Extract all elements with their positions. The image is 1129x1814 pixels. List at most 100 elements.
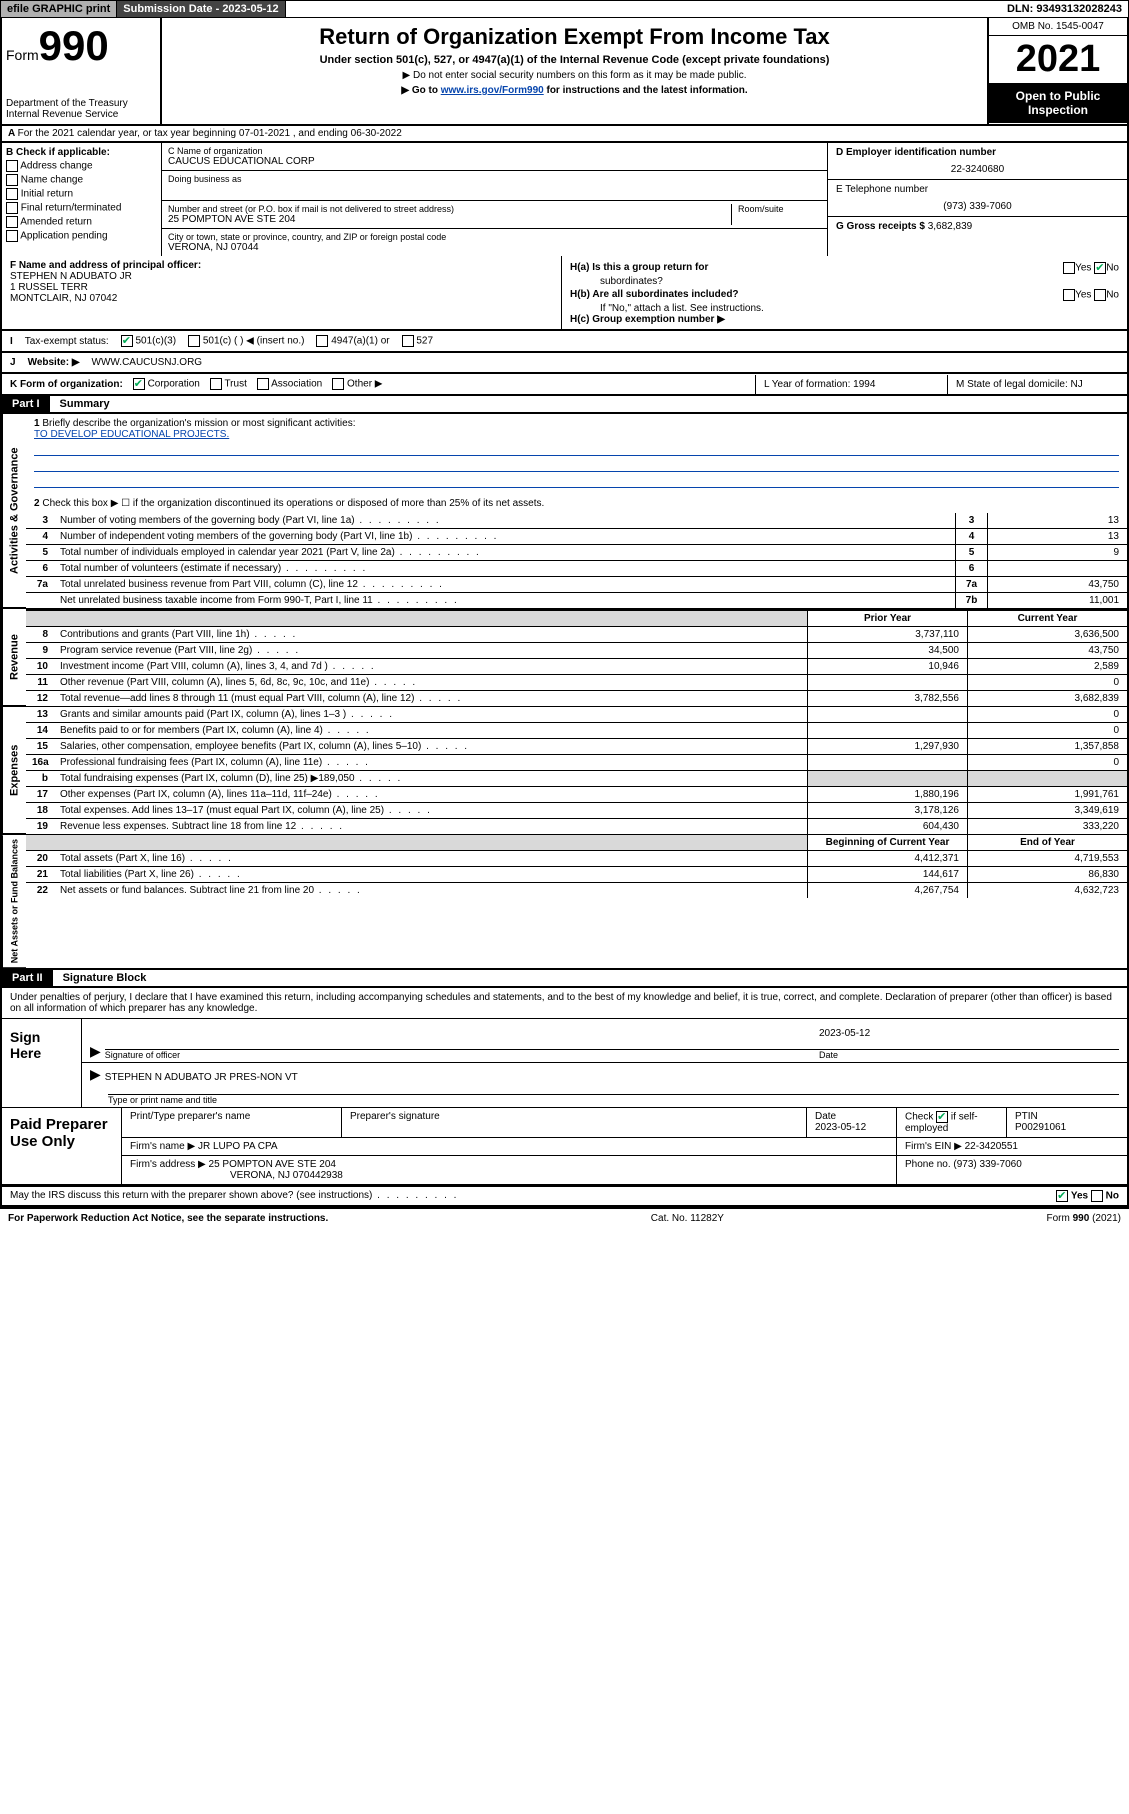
row-k: K Form of organization: Corporation Trus…: [0, 374, 1129, 396]
preparer-section: Paid Preparer Use Only Print/Type prepar…: [2, 1107, 1127, 1184]
table-row: 15 Salaries, other compensation, employe…: [26, 739, 1127, 755]
table-row: 14 Benefits paid to or for members (Part…: [26, 723, 1127, 739]
form-number: Form990: [6, 22, 156, 70]
chk-address[interactable]: Address change: [6, 160, 157, 172]
vtab-expenses: Expenses: [2, 707, 26, 834]
prep-sig-label: Preparer's signature: [342, 1108, 807, 1137]
name-title-label: Type or print name and title: [108, 1094, 1119, 1105]
ha-no[interactable]: [1094, 262, 1106, 274]
table-row: 4 Number of independent voting members o…: [26, 529, 1127, 545]
q2: Check this box ▶ ☐ if the organization d…: [42, 498, 544, 509]
table-row: 19 Revenue less expenses. Subtract line …: [26, 819, 1127, 834]
cy-header: Current Year: [967, 611, 1127, 626]
city: VERONA, NJ 07044: [168, 242, 821, 253]
form-subtitle: Under section 501(c), 527, or 4947(a)(1)…: [172, 54, 977, 66]
firm-addr2: VERONA, NJ 070442938: [230, 1170, 343, 1181]
b-header: B Check if applicable:: [6, 147, 157, 158]
k-label: K Form of organization:: [10, 379, 123, 390]
chk-initial[interactable]: Initial return: [6, 188, 157, 200]
part1-badge: Part I: [2, 396, 50, 412]
ey-header: End of Year: [967, 835, 1127, 850]
table-row: 13 Grants and similar amounts paid (Part…: [26, 707, 1127, 723]
tel-label: E Telephone number: [836, 184, 1119, 195]
vtab-governance: Activities & Governance: [2, 414, 26, 608]
part1-header: Part ISummary: [0, 396, 1129, 414]
org-name-label: C Name of organization: [168, 146, 821, 156]
ein: 22-3240680: [836, 164, 1119, 175]
col-b: B Check if applicable: Address change Na…: [2, 143, 162, 256]
table-row: 17 Other expenses (Part IX, column (A), …: [26, 787, 1127, 803]
signature-section: Under penalties of perjury, I declare th…: [0, 988, 1129, 1186]
open-inspection: Open to Public Inspection: [989, 83, 1127, 123]
gross-label: G Gross receipts $: [836, 221, 928, 232]
org-name: CAUCUS EDUCATIONAL CORP: [168, 156, 821, 167]
row-f-h: F Name and address of principal officer:…: [0, 256, 1129, 331]
vtab-revenue: Revenue: [2, 609, 26, 706]
part2-header: Part IISignature Block: [0, 970, 1129, 988]
room-label: Room/suite: [738, 204, 821, 214]
form-title: Return of Organization Exempt From Incom…: [172, 24, 977, 50]
sig-date-label: Date: [819, 1049, 1119, 1060]
top-bar: efile GRAPHIC print Submission Date - 20…: [0, 0, 1129, 18]
chk-corp[interactable]: [133, 378, 145, 390]
ein-label: D Employer identification number: [836, 147, 1119, 158]
may-yes[interactable]: [1056, 1190, 1068, 1202]
governance-section: Activities & Governance 1 Briefly descri…: [0, 414, 1129, 608]
f-label: F Name and address of principal officer:: [10, 260, 553, 271]
hb-label: H(b) Are all subordinates included?: [570, 289, 739, 300]
irs-link[interactable]: www.irs.gov/Form990: [441, 85, 544, 96]
omb-label: OMB No. 1545-0047: [989, 18, 1127, 36]
sig-date: 2023-05-12: [819, 1028, 1119, 1039]
may-discuss: May the IRS discuss this return with the…: [0, 1186, 1129, 1207]
paid-preparer: Paid Preparer Use Only: [2, 1108, 122, 1184]
chk-self-employed[interactable]: [936, 1111, 948, 1123]
hc-label: H(c) Group exemption number ▶: [570, 314, 725, 325]
addr: 25 POMPTON AVE STE 204: [168, 214, 731, 225]
city-label: City or town, state or province, country…: [168, 232, 821, 242]
table-row: 16a Professional fundraising fees (Part …: [26, 755, 1127, 771]
dept-label: Department of the TreasuryInternal Reven…: [6, 98, 156, 120]
year-formation: L Year of formation: 1994: [755, 375, 935, 394]
row-j: JWebsite: ▶ WWW.CAUCUSNJ.ORG: [0, 353, 1129, 374]
sig-officer-label: Signature of officer: [105, 1049, 819, 1060]
firm-phone: (973) 339-7060: [953, 1159, 1021, 1170]
vtab-net: Net Assets or Fund Balances: [2, 835, 26, 968]
part2-title: Signature Block: [53, 970, 157, 986]
j-label: Website: ▶: [28, 357, 80, 368]
submission-date-button[interactable]: Submission Date - 2023-05-12: [117, 1, 285, 17]
tel: (973) 339-7060: [836, 201, 1119, 212]
note-1: ▶ Do not enter social security numbers o…: [172, 70, 977, 81]
chk-amended[interactable]: Amended return: [6, 216, 157, 228]
chk-pending[interactable]: Application pending: [6, 230, 157, 242]
table-row: 5 Total number of individuals employed i…: [26, 545, 1127, 561]
col-c: C Name of organizationCAUCUS EDUCATIONAL…: [162, 143, 827, 256]
may-q: May the IRS discuss this return with the…: [10, 1190, 458, 1201]
prep-date: 2023-05-12: [815, 1122, 866, 1133]
officer-name: STEPHEN N ADUBATO JR: [10, 271, 553, 282]
chk-501c3[interactable]: [121, 335, 133, 347]
ptin: P00291061: [1015, 1122, 1066, 1133]
chk-final[interactable]: Final return/terminated: [6, 202, 157, 214]
table-row: 10 Investment income (Part VIII, column …: [26, 659, 1127, 675]
officer-addr1: 1 RUSSEL TERR: [10, 282, 553, 293]
dba-label: Doing business as: [168, 174, 821, 184]
hb-note: If "No," attach a list. See instructions…: [570, 303, 1119, 314]
ha-sub: subordinates?: [570, 276, 1119, 287]
note-2: ▶ Go to www.irs.gov/Form990 for instruct…: [172, 85, 977, 96]
cat-no: Cat. No. 11282Y: [651, 1213, 724, 1224]
revenue-section: Revenue Prior YearCurrent Year 8 Contrib…: [0, 608, 1129, 706]
table-row: 3 Number of voting members of the govern…: [26, 513, 1127, 529]
website: WWW.CAUCUSNJ.ORG: [92, 357, 203, 368]
state-domicile: M State of legal domicile: NJ: [947, 375, 1127, 394]
section-b-c-d: B Check if applicable: Address change Na…: [0, 143, 1129, 256]
table-row: 18 Total expenses. Add lines 13–17 (must…: [26, 803, 1127, 819]
row-i: ITax-exempt status: 501(c)(3) 501(c) ( )…: [0, 331, 1129, 353]
footer: For Paperwork Reduction Act Notice, see …: [0, 1207, 1129, 1228]
table-row: b Total fundraising expenses (Part IX, c…: [26, 771, 1127, 787]
firm-name: JR LUPO PA CPA: [198, 1141, 278, 1152]
efile-button[interactable]: efile GRAPHIC print: [1, 1, 117, 17]
tax-year: 2021: [989, 36, 1127, 83]
part1-title: Summary: [50, 396, 120, 412]
chk-name[interactable]: Name change: [6, 174, 157, 186]
form-header: Form990 Department of the TreasuryIntern…: [0, 18, 1129, 126]
